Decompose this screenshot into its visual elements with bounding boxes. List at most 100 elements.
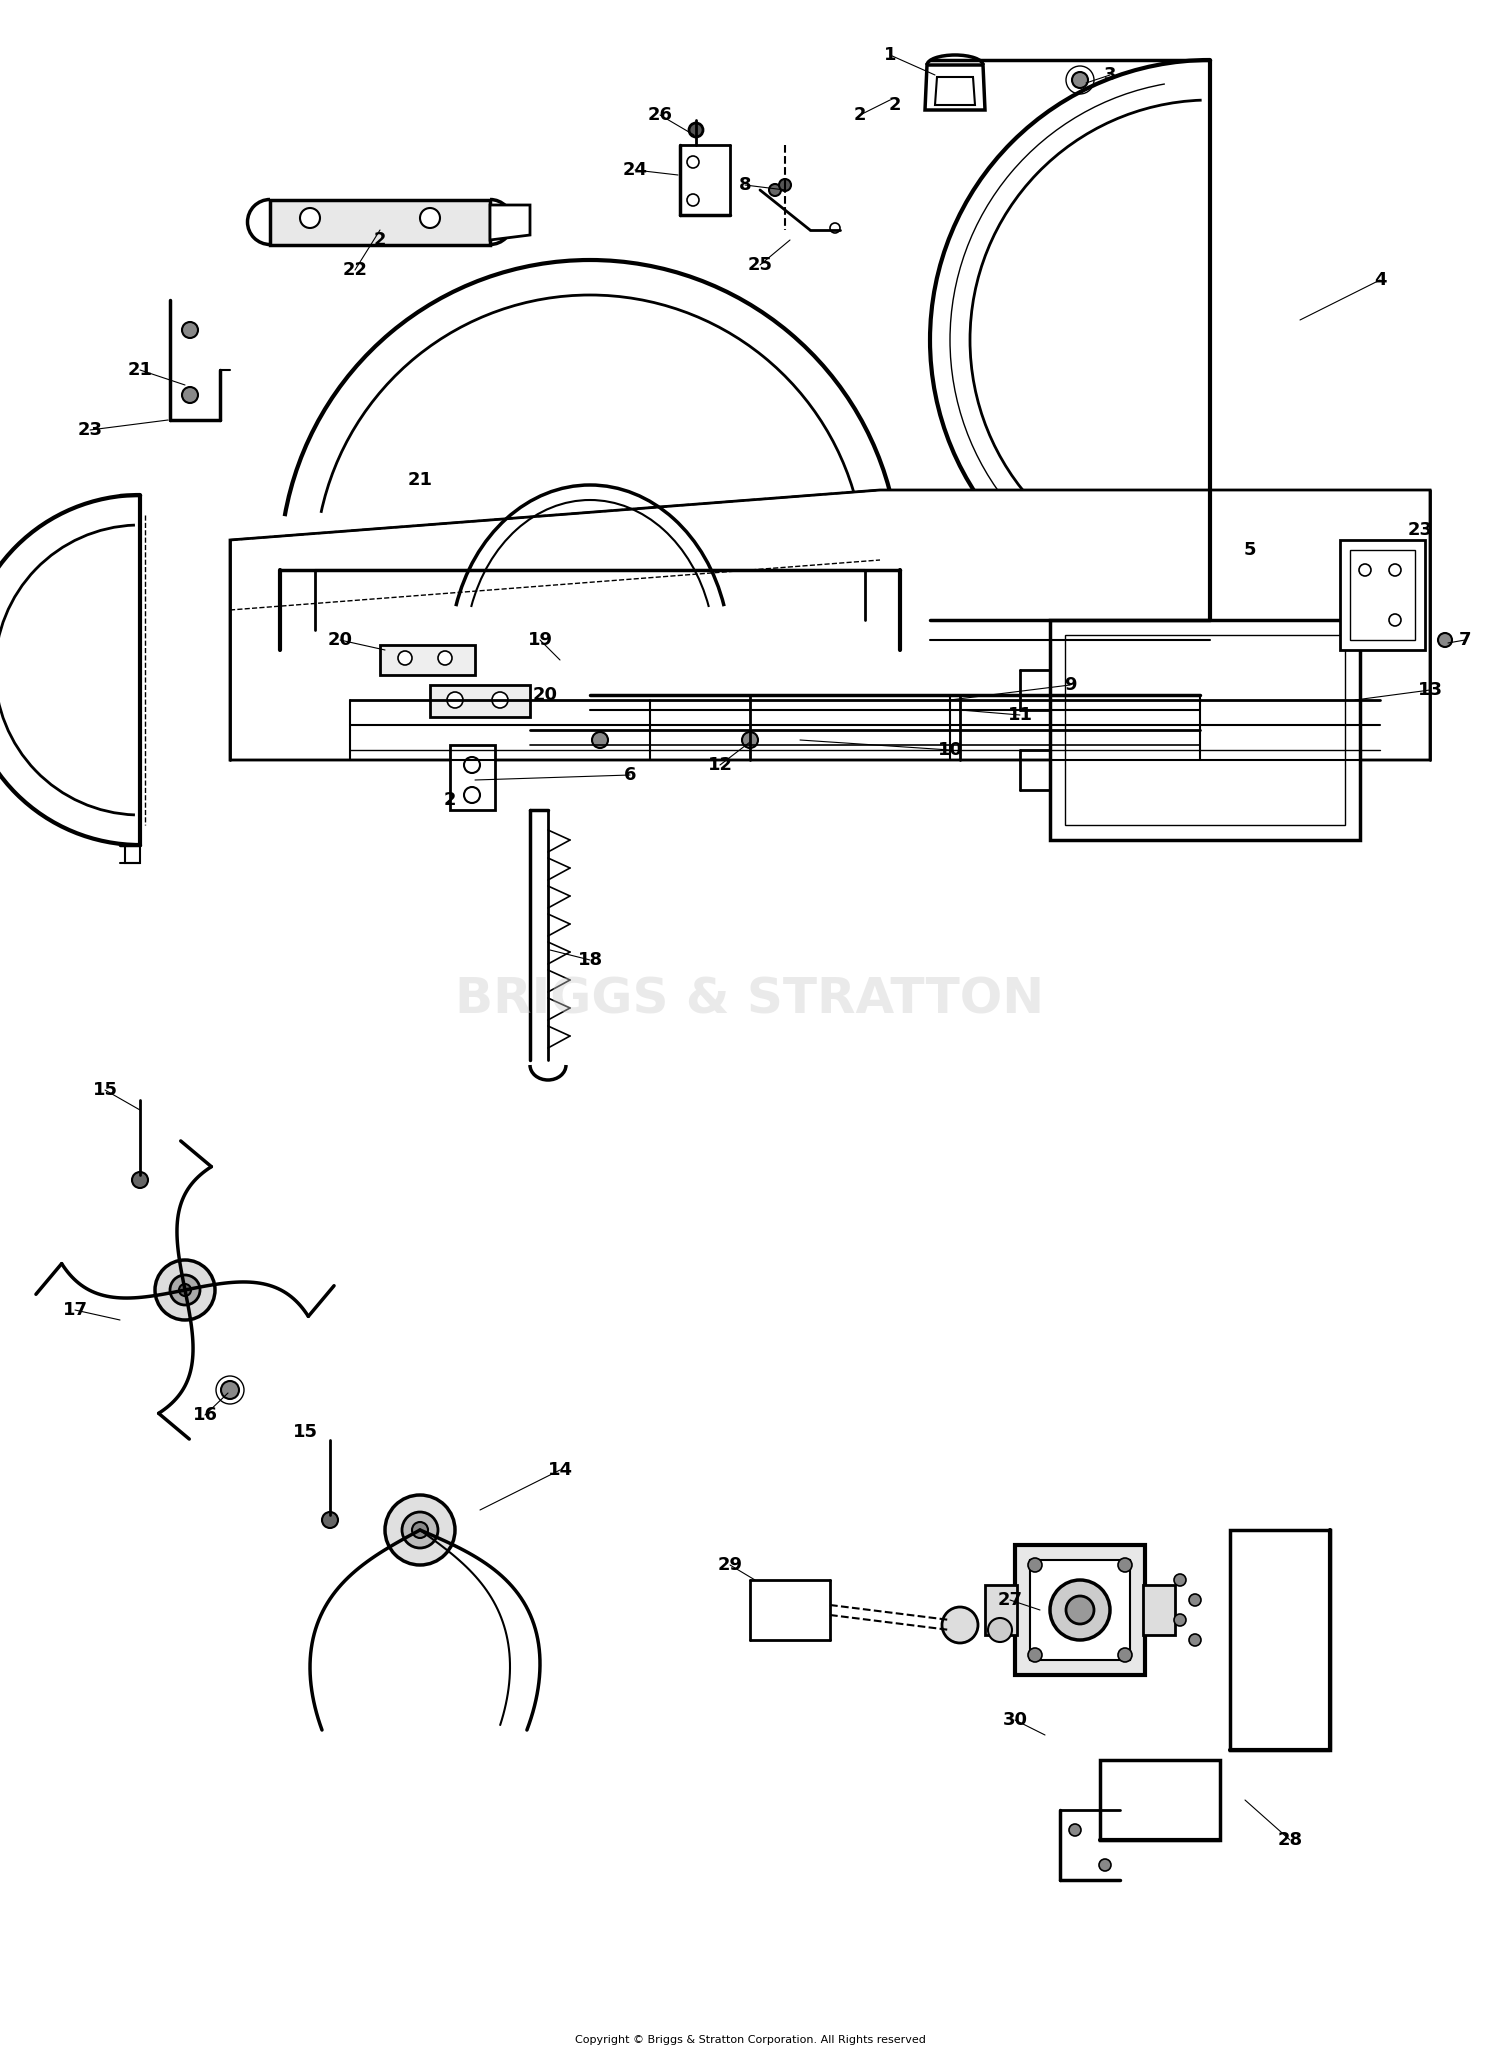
Circle shape	[1118, 1648, 1132, 1662]
Bar	[1100, 1761, 1220, 1839]
Circle shape	[386, 1495, 454, 1565]
Polygon shape	[926, 66, 986, 109]
Circle shape	[1118, 1559, 1132, 1571]
Text: 10: 10	[938, 740, 963, 759]
Text: 3: 3	[1104, 66, 1116, 85]
Circle shape	[447, 693, 464, 707]
Polygon shape	[934, 76, 975, 105]
Circle shape	[687, 157, 699, 167]
Circle shape	[300, 208, 320, 229]
Text: 27: 27	[998, 1592, 1023, 1608]
Circle shape	[413, 1522, 428, 1538]
Circle shape	[182, 322, 198, 338]
Text: 11: 11	[1008, 705, 1032, 724]
Circle shape	[322, 1511, 338, 1528]
Circle shape	[1070, 1825, 1082, 1835]
Bar	[124, 845, 140, 864]
Circle shape	[1100, 1860, 1112, 1870]
Text: 5: 5	[1244, 540, 1257, 559]
Bar	[1016, 1544, 1144, 1674]
Bar	[450, 744, 495, 810]
Text: 17: 17	[63, 1301, 87, 1320]
Circle shape	[438, 652, 452, 666]
Circle shape	[778, 179, 790, 192]
Text: 12: 12	[708, 757, 732, 773]
Circle shape	[1190, 1633, 1202, 1645]
Circle shape	[154, 1260, 214, 1320]
Circle shape	[1028, 1559, 1042, 1571]
Circle shape	[170, 1274, 200, 1305]
Text: 28: 28	[1278, 1831, 1302, 1850]
Text: 20: 20	[327, 631, 352, 650]
Circle shape	[492, 693, 508, 707]
Text: 23: 23	[1407, 522, 1432, 538]
Circle shape	[1028, 1648, 1042, 1662]
Circle shape	[1438, 633, 1452, 647]
Circle shape	[178, 1285, 190, 1297]
Text: 15: 15	[93, 1080, 117, 1099]
Polygon shape	[490, 204, 530, 239]
Circle shape	[1389, 565, 1401, 575]
Text: 26: 26	[648, 105, 672, 124]
Text: 29: 29	[717, 1557, 742, 1573]
Text: 8: 8	[738, 175, 752, 194]
Text: Copyright © Briggs & Stratton Corporation. All Rights reserved: Copyright © Briggs & Stratton Corporatio…	[574, 2035, 926, 2046]
Circle shape	[464, 788, 480, 802]
Bar	[1030, 1561, 1130, 1660]
Text: 2: 2	[374, 231, 387, 250]
Text: 4: 4	[1374, 270, 1386, 289]
Polygon shape	[230, 491, 1430, 761]
Circle shape	[420, 208, 440, 229]
Text: 24: 24	[622, 161, 648, 179]
Text: 22: 22	[342, 262, 368, 278]
Circle shape	[742, 732, 758, 749]
Circle shape	[1072, 72, 1088, 89]
Circle shape	[220, 1382, 238, 1398]
Circle shape	[830, 223, 840, 233]
Text: 15: 15	[292, 1423, 318, 1441]
Text: 2: 2	[853, 105, 867, 124]
Bar	[1065, 635, 1346, 825]
Circle shape	[1359, 565, 1371, 575]
Circle shape	[1050, 1579, 1110, 1639]
Text: 2: 2	[888, 97, 902, 113]
Text: 21: 21	[408, 470, 432, 489]
Bar	[1143, 1586, 1174, 1635]
Bar	[1340, 540, 1425, 650]
Circle shape	[1066, 1596, 1094, 1625]
Circle shape	[402, 1511, 438, 1549]
Circle shape	[182, 388, 198, 402]
Text: 19: 19	[528, 631, 552, 650]
Bar	[430, 685, 530, 718]
Circle shape	[1174, 1615, 1186, 1627]
Text: 16: 16	[192, 1406, 217, 1425]
Circle shape	[942, 1606, 978, 1643]
Circle shape	[770, 184, 782, 196]
Bar	[380, 645, 476, 674]
Circle shape	[592, 732, 608, 749]
Bar	[270, 200, 490, 245]
Bar	[1050, 621, 1360, 839]
Text: 14: 14	[548, 1462, 573, 1478]
Bar	[1350, 551, 1414, 639]
Text: 9: 9	[1064, 676, 1077, 695]
Text: 13: 13	[1418, 680, 1443, 699]
Circle shape	[1389, 614, 1401, 627]
Text: 7: 7	[1458, 631, 1472, 650]
Circle shape	[688, 124, 703, 136]
Text: 25: 25	[747, 256, 772, 274]
Circle shape	[687, 194, 699, 206]
Circle shape	[132, 1171, 148, 1188]
Bar	[986, 1586, 1017, 1635]
Text: BRIGGS & STRATTON: BRIGGS & STRATTON	[456, 975, 1044, 1025]
Text: 20: 20	[532, 687, 558, 703]
Circle shape	[1190, 1594, 1202, 1606]
Text: 21: 21	[128, 361, 153, 379]
Circle shape	[988, 1619, 1012, 1641]
Text: 30: 30	[1002, 1711, 1028, 1730]
Text: 1: 1	[884, 45, 897, 64]
Circle shape	[398, 652, 412, 666]
Text: 23: 23	[78, 421, 102, 439]
Bar	[1230, 1530, 1330, 1751]
Circle shape	[464, 757, 480, 773]
